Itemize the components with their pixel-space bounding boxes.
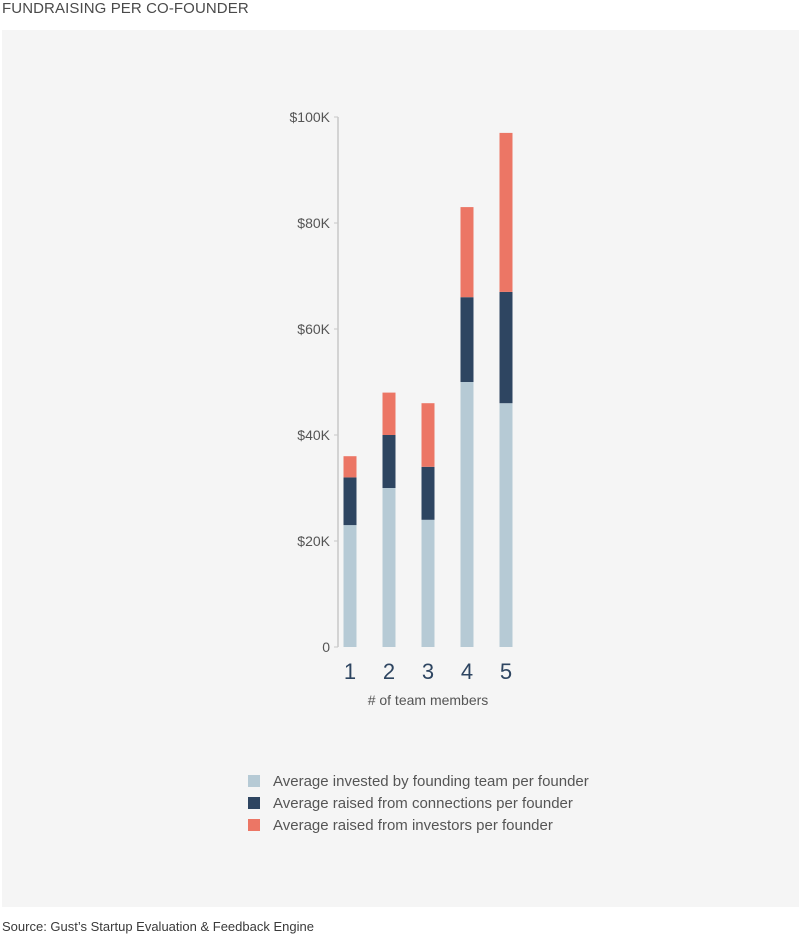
bar-segment	[382, 488, 396, 647]
bar-segment	[460, 207, 474, 298]
bar-segment	[460, 382, 474, 647]
legend-swatch	[248, 819, 260, 831]
legend-label: Average raised from connections per foun…	[273, 795, 573, 812]
y-tick-label: $20K	[297, 533, 330, 549]
x-tick-label: 5	[500, 659, 512, 684]
bar-segment	[343, 477, 357, 526]
bar-segment	[499, 132, 513, 292]
x-tick-label: 2	[383, 659, 395, 684]
bar-segment	[421, 403, 435, 467]
chart-panel	[2, 30, 799, 907]
bar-segment	[421, 466, 435, 520]
y-tick-label: $40K	[297, 427, 330, 443]
y-tick-label: 0	[322, 639, 330, 655]
bar-segment	[499, 291, 513, 404]
bar-segment	[421, 519, 435, 647]
legend-swatch	[248, 797, 260, 809]
x-axis-label: # of team members	[368, 692, 489, 708]
bar-segment	[382, 435, 396, 488]
chart-title: FUNDRAISING PER CO-FOUNDER	[2, 0, 249, 17]
y-tick-label: $100K	[290, 109, 331, 125]
x-tick-label: 3	[422, 659, 434, 684]
bar-segment	[460, 297, 474, 382]
y-tick-label: $60K	[297, 321, 330, 337]
x-tick-label: 4	[461, 659, 473, 684]
legend-swatch	[248, 775, 260, 787]
y-tick-label: $80K	[297, 215, 330, 231]
bar-segment	[382, 392, 396, 435]
x-tick-label: 1	[344, 659, 356, 684]
legend-label: Average raised from investors per founde…	[273, 817, 553, 834]
legend-label: Average invested by founding team per fo…	[273, 773, 589, 790]
source-note: Source: Gust’s Startup Evaluation & Feed…	[2, 919, 314, 934]
bar-segment	[343, 456, 357, 478]
bar-segment	[499, 403, 513, 647]
bar-segment	[343, 525, 357, 647]
